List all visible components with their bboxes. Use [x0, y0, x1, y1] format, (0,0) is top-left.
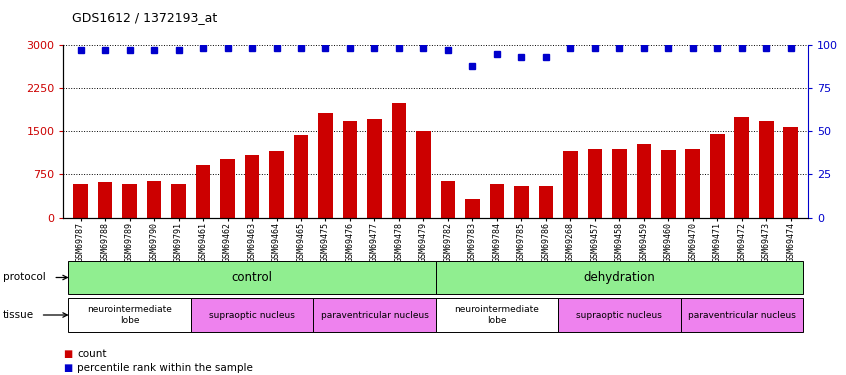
- Bar: [244, 155, 260, 218]
- Bar: [734, 117, 750, 218]
- Bar: [783, 127, 798, 218]
- Text: GDS1612 / 1372193_at: GDS1612 / 1372193_at: [72, 11, 217, 24]
- Bar: [392, 102, 406, 218]
- Bar: [98, 182, 113, 218]
- Bar: [220, 159, 235, 218]
- Bar: [441, 181, 455, 218]
- Bar: [612, 149, 627, 217]
- Text: dehydration: dehydration: [584, 271, 656, 284]
- Text: neurointermediate
lobe: neurointermediate lobe: [87, 305, 172, 325]
- Text: control: control: [232, 271, 272, 284]
- Bar: [416, 131, 431, 218]
- Bar: [465, 198, 480, 217]
- Text: paraventricular nucleus: paraventricular nucleus: [321, 310, 428, 320]
- Text: protocol: protocol: [3, 273, 46, 282]
- Bar: [146, 181, 162, 218]
- Text: supraoptic nucleus: supraoptic nucleus: [576, 310, 662, 320]
- Text: neurointermediate
lobe: neurointermediate lobe: [454, 305, 540, 325]
- Bar: [685, 148, 700, 217]
- Bar: [490, 184, 504, 218]
- Bar: [636, 144, 651, 218]
- Bar: [514, 186, 529, 218]
- Bar: [294, 135, 308, 218]
- Bar: [171, 184, 186, 218]
- Bar: [367, 118, 382, 218]
- Text: percentile rank within the sample: percentile rank within the sample: [77, 363, 253, 373]
- Text: ■: ■: [63, 363, 73, 373]
- Bar: [343, 121, 357, 218]
- Text: ■: ■: [63, 350, 73, 359]
- Bar: [74, 184, 88, 218]
- Bar: [710, 134, 725, 218]
- Bar: [759, 121, 773, 218]
- Bar: [587, 148, 602, 217]
- Bar: [318, 113, 332, 218]
- Bar: [661, 150, 676, 217]
- Bar: [269, 152, 284, 217]
- Text: tissue: tissue: [3, 310, 34, 320]
- Bar: [563, 151, 578, 217]
- Bar: [195, 165, 211, 218]
- Text: paraventricular nucleus: paraventricular nucleus: [688, 310, 796, 320]
- Text: count: count: [77, 350, 107, 359]
- Text: supraoptic nucleus: supraoptic nucleus: [209, 310, 295, 320]
- Bar: [539, 186, 553, 218]
- Bar: [122, 184, 137, 218]
